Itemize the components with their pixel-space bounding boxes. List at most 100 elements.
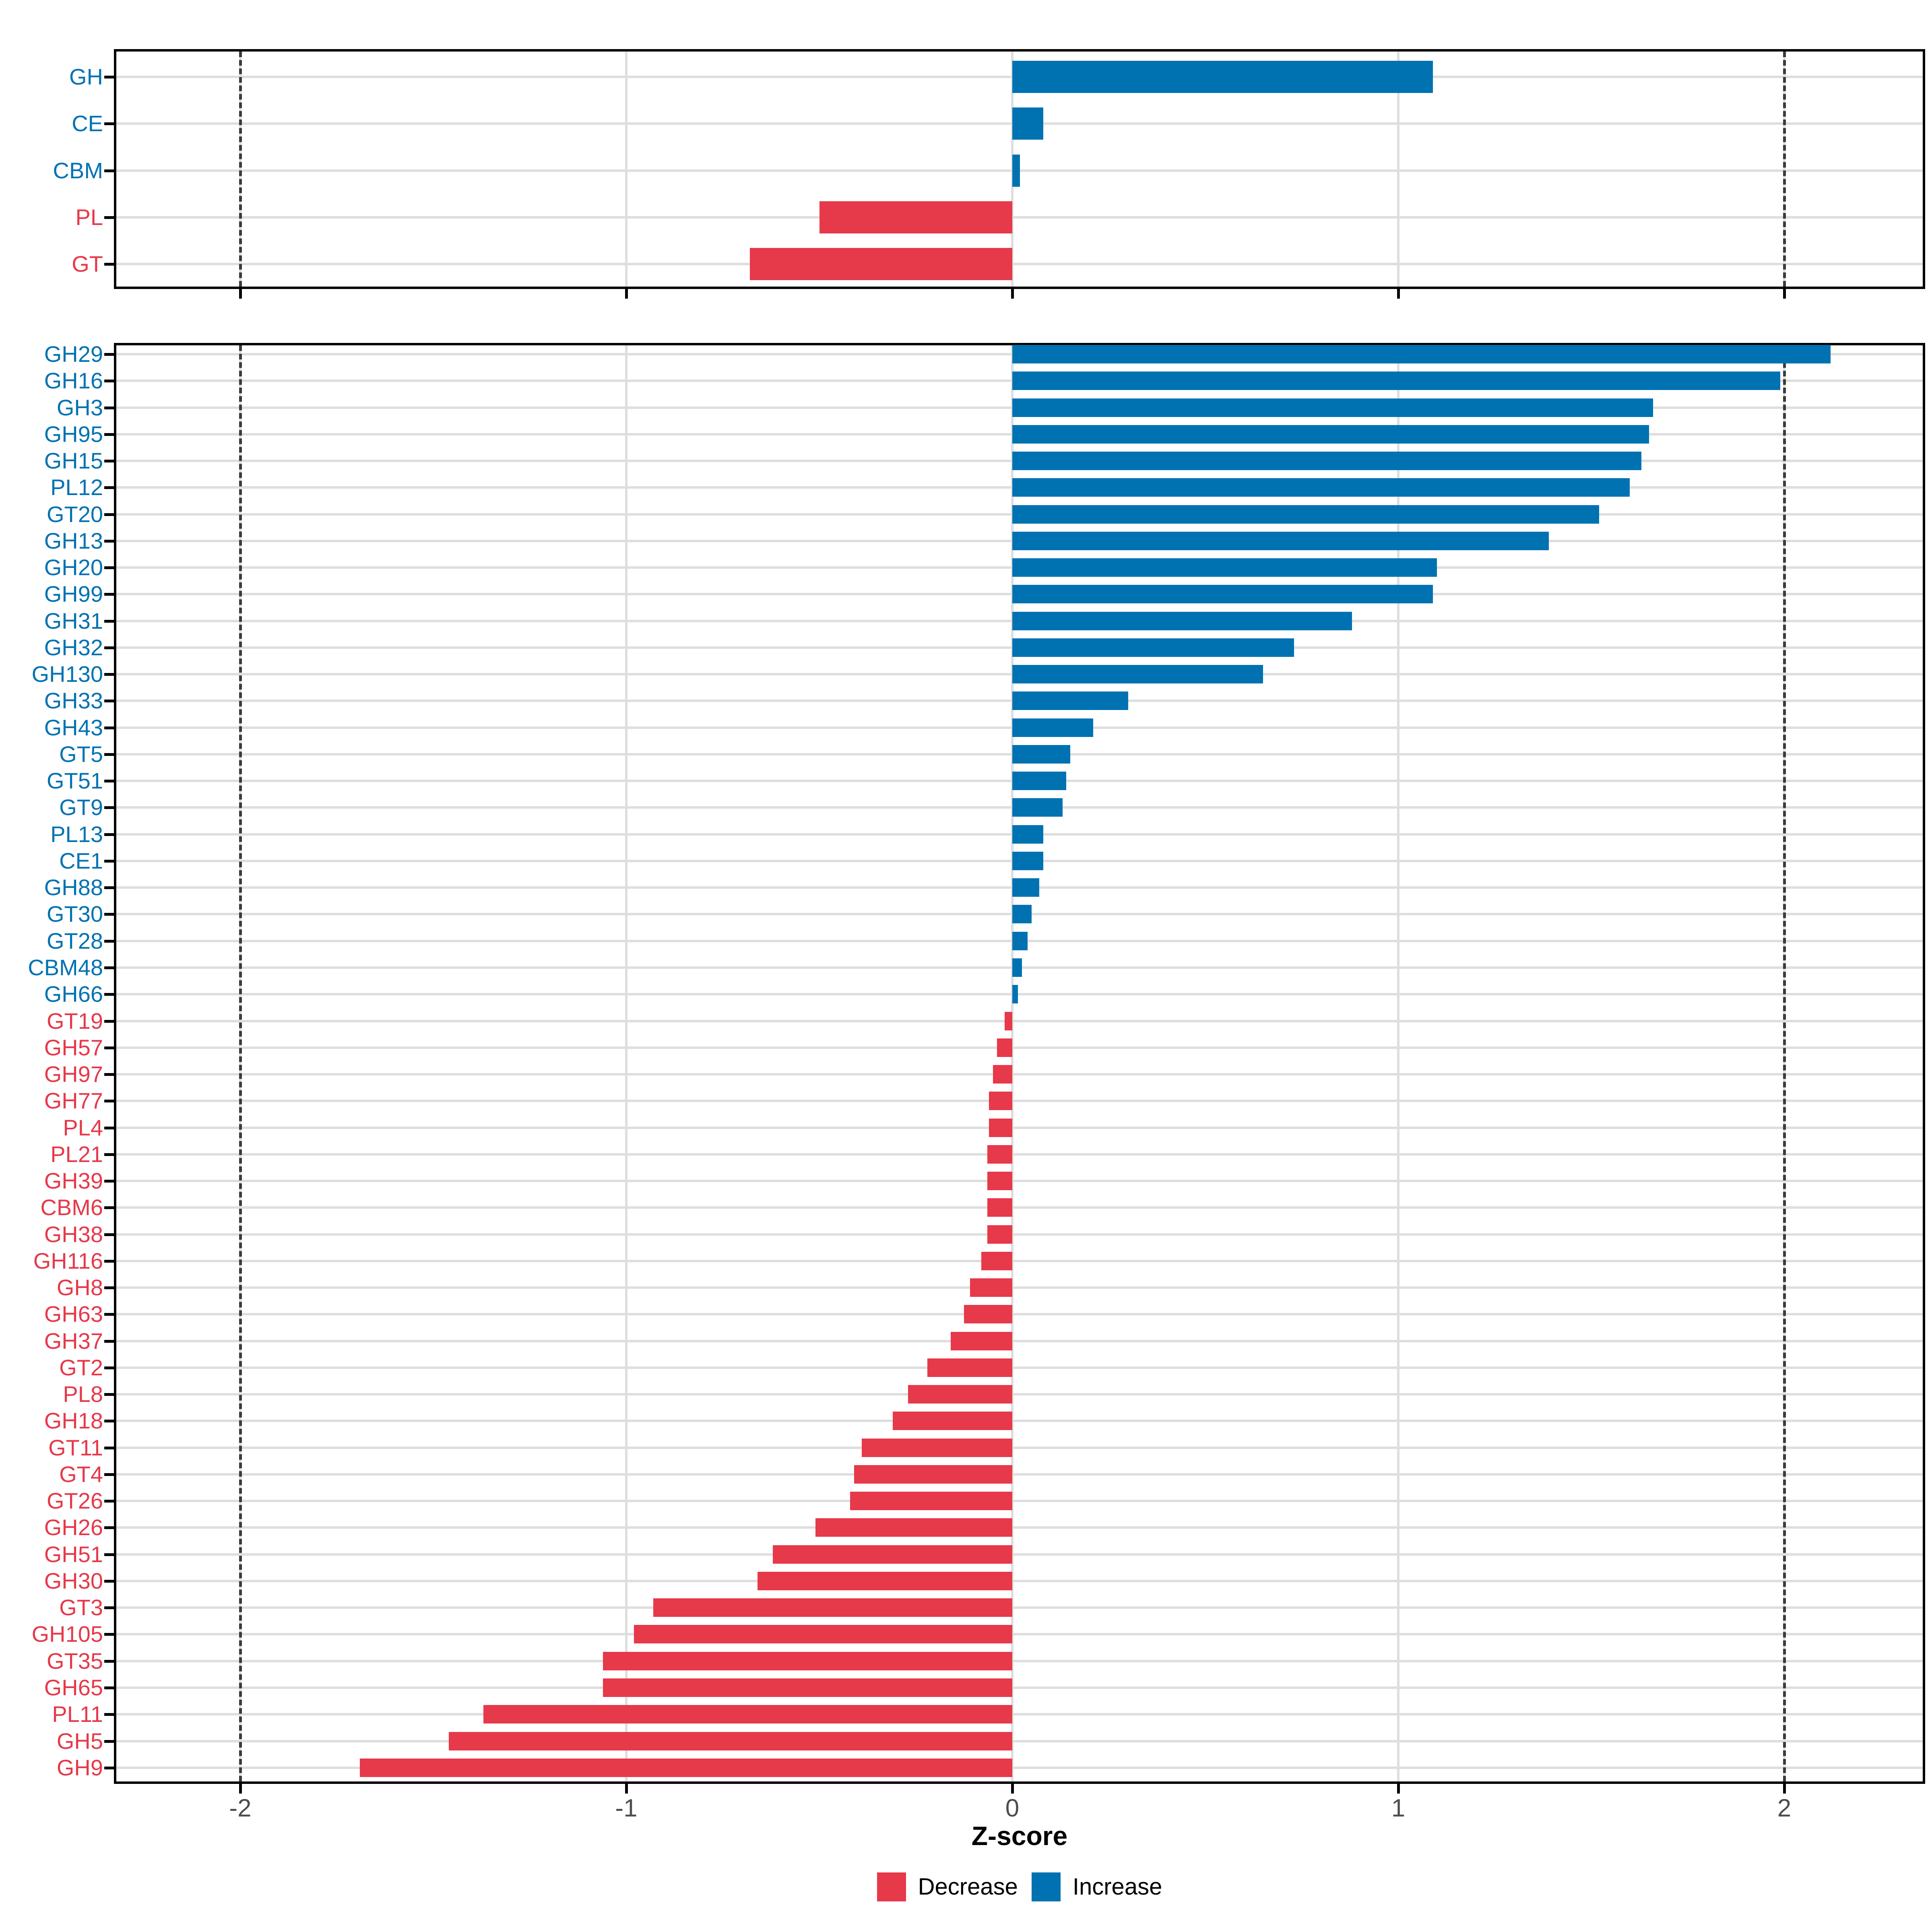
y-tick-mark (104, 913, 114, 916)
y-tick-mark (104, 1286, 114, 1290)
y-tick-mark (104, 122, 114, 126)
gridline-horizontal (116, 1313, 1923, 1316)
gridline-horizontal (116, 1073, 1923, 1076)
category-label-GT26: GT26 (46, 1488, 103, 1514)
category-label-GH66: GH66 (44, 981, 103, 1007)
bar-CE1 (1012, 851, 1043, 870)
x-tick-mark (1397, 1784, 1400, 1794)
bar-GH105 (634, 1625, 1012, 1644)
category-label-CBM48: CBM48 (28, 954, 103, 980)
y-tick-mark (104, 76, 114, 78)
bar-PL12 (1012, 478, 1630, 497)
category-label-GH130: GH130 (31, 661, 103, 687)
y-tick-mark (104, 263, 114, 266)
bar-GT9 (1012, 798, 1063, 817)
gridline-horizontal (116, 1713, 1923, 1716)
x-tick-mark (1783, 289, 1786, 299)
category-label-GH38: GH38 (44, 1221, 103, 1247)
category-label-GH31: GH31 (44, 608, 103, 634)
gridline-horizontal (116, 1526, 1923, 1529)
y-tick-mark (104, 1153, 114, 1156)
bar-GH3 (1012, 398, 1653, 417)
bar-GT35 (603, 1651, 1012, 1670)
y-tick-mark (104, 780, 114, 783)
category-label-GH37: GH37 (44, 1328, 103, 1354)
category-label-GH29: GH29 (44, 341, 103, 367)
category-label-GT30: GT30 (46, 901, 103, 927)
category-label-GH43: GH43 (44, 714, 103, 740)
bar-GH9 (360, 1758, 1012, 1777)
x-tick-mark (1397, 289, 1400, 299)
gridline-horizontal (116, 1766, 1923, 1769)
y-tick-mark (104, 513, 114, 516)
y-tick-mark (104, 566, 114, 570)
category-label-GH116: GH116 (33, 1248, 103, 1274)
bar-GH30 (758, 1571, 1012, 1590)
bar-GT28 (1012, 931, 1028, 950)
y-tick-mark (104, 1526, 114, 1530)
x-tick-label: 1 (1391, 1794, 1406, 1822)
bar-GH31 (1012, 611, 1352, 630)
y-tick-mark (104, 1100, 114, 1103)
category-label-GT2: GT2 (59, 1354, 103, 1380)
bar-GH32 (1012, 638, 1294, 657)
gridline-horizontal (116, 1553, 1923, 1556)
gridline-horizontal (116, 1473, 1923, 1476)
gridline-vertical (1011, 345, 1013, 1781)
y-tick-mark (104, 380, 114, 383)
category-label-GH51: GH51 (44, 1541, 103, 1567)
bar-GH29 (1012, 345, 1831, 363)
panel-enzyme-class-summary (114, 49, 1925, 289)
gridline-vertical (1397, 52, 1399, 287)
y-tick-mark (104, 1553, 114, 1556)
y-tick-mark (104, 753, 114, 756)
category-label-PL4: PL4 (63, 1115, 103, 1140)
gridline-horizontal (116, 1420, 1923, 1422)
legend-label-decrease: Decrease (918, 1874, 1018, 1900)
category-label-GH99: GH99 (44, 581, 103, 607)
gridline-vertical (625, 345, 627, 1781)
category-label-GH15: GH15 (44, 448, 103, 474)
y-tick-mark (104, 1340, 114, 1343)
y-tick-mark (104, 726, 114, 729)
gridline-horizontal (116, 1660, 1923, 1662)
decrease-color-swatch (877, 1872, 906, 1901)
gridline-horizontal (116, 1286, 1923, 1289)
x-tick-mark (1011, 1784, 1014, 1794)
y-tick-mark (104, 833, 114, 836)
category-label-GT35: GT35 (46, 1648, 103, 1674)
y-tick-mark (104, 1259, 114, 1263)
bar-GH38 (987, 1225, 1012, 1244)
y-tick-mark (104, 353, 114, 356)
bar-GT4 (854, 1465, 1012, 1484)
bar-GT30 (1012, 905, 1032, 924)
y-tick-mark (104, 1473, 114, 1476)
y-tick-mark (104, 593, 114, 596)
category-label-CE1: CE1 (59, 848, 103, 873)
bar-CBM (1012, 154, 1020, 187)
category-label-PL13: PL13 (50, 821, 103, 847)
dashed-reference-line (1783, 52, 1786, 287)
gridline-vertical (1397, 345, 1399, 1781)
bar-GH33 (1012, 691, 1128, 710)
bar-GH18 (892, 1412, 1012, 1430)
gridline-horizontal (116, 1259, 1923, 1262)
category-label-GH8: GH8 (56, 1275, 103, 1300)
bar-GH77 (989, 1092, 1012, 1110)
bar-GH130 (1012, 665, 1263, 684)
category-label-GH18: GH18 (44, 1408, 103, 1434)
category-label-GH105: GH105 (31, 1621, 103, 1647)
y-tick-mark (104, 1180, 114, 1183)
y-tick-mark (104, 486, 114, 489)
bar-PL8 (908, 1385, 1012, 1404)
gridline-horizontal (116, 1233, 1923, 1236)
bar-GH (1012, 61, 1433, 93)
y-tick-mark (104, 700, 114, 703)
category-label-GH26: GH26 (44, 1515, 103, 1540)
category-label-GH32: GH32 (44, 634, 103, 660)
category-label-PL8: PL8 (63, 1381, 103, 1407)
x-tick-label: -1 (615, 1794, 638, 1822)
gridline-horizontal (116, 1500, 1923, 1503)
bar-GH16 (1012, 372, 1781, 390)
